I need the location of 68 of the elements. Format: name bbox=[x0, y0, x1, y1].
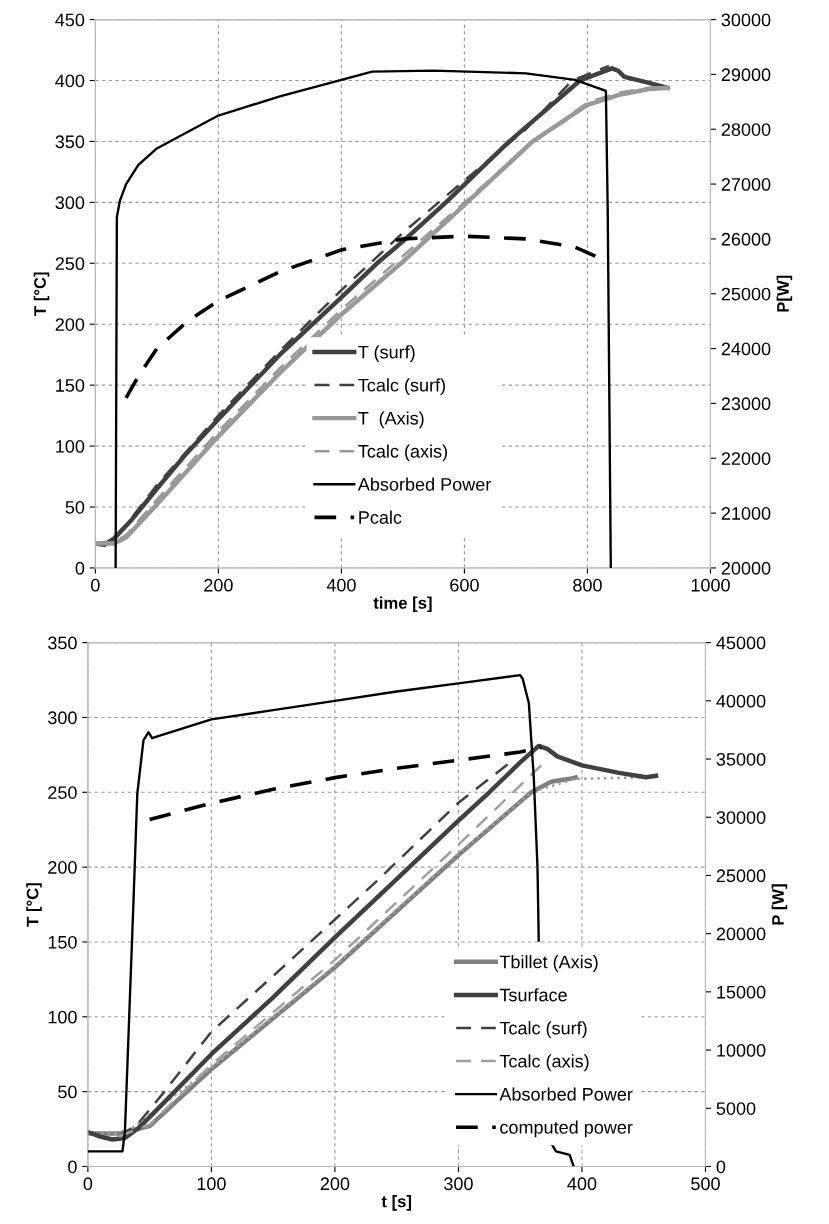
y2-tick-label: 22000 bbox=[721, 452, 771, 465]
y-tick-label: 150 bbox=[48, 935, 77, 949]
legend-label: Tbillet (Axis) bbox=[499, 955, 598, 972]
y-tick-label: 0 bbox=[75, 561, 85, 575]
y-tick-label: 400 bbox=[55, 74, 85, 88]
y-tick-label: 200 bbox=[48, 861, 77, 874]
y2-tick-label: 25000 bbox=[721, 287, 771, 301]
y2-tick-label: 15000 bbox=[717, 985, 766, 999]
legend-label: Tsurface bbox=[499, 988, 567, 1002]
y2-tick-label: 23000 bbox=[721, 397, 771, 411]
x-tick-label: 200 bbox=[204, 578, 233, 592]
x-tick-label: 100 bbox=[197, 1177, 226, 1191]
y-tick-label: 0 bbox=[68, 1160, 77, 1174]
legend-label: Tcalc (axis) bbox=[358, 444, 447, 462]
y2-tick-label: 25000 bbox=[716, 869, 766, 883]
y-tick-label: 350 bbox=[55, 135, 85, 149]
y-axis-title: T [°C] bbox=[33, 272, 50, 316]
legend-label: T (surf) bbox=[358, 345, 415, 363]
y-tick-label: 50 bbox=[58, 1085, 77, 1099]
y2-axis-title: P [W] bbox=[771, 884, 788, 925]
legend-label: Tcalc (surf) bbox=[499, 1021, 587, 1039]
y-tick-label: 200 bbox=[55, 318, 85, 331]
y2-tick-label: 20000 bbox=[716, 927, 766, 941]
y-tick-label: 350 bbox=[48, 636, 77, 650]
y-tick-label: 100 bbox=[56, 440, 85, 453]
x-tick-label: 200 bbox=[320, 1177, 350, 1191]
x-tick-label: 600 bbox=[450, 578, 479, 592]
y2-tick-label: 26000 bbox=[721, 232, 771, 246]
y2-tick-label: 30000 bbox=[716, 811, 766, 824]
x-tick-label: 1000 bbox=[691, 578, 730, 592]
legend-label: Tcalc (axis) bbox=[499, 1054, 589, 1072]
y-tick-label: 100 bbox=[48, 1010, 77, 1024]
legend-label: Absorbed Power bbox=[357, 477, 492, 491]
legend-label: Pcalc bbox=[359, 510, 402, 524]
y2-tick-label: 5000 bbox=[716, 1102, 756, 1115]
y2-axis-title: P[W] bbox=[776, 275, 793, 312]
x-tick-label: 400 bbox=[567, 1177, 597, 1191]
legend-label: Absorbed Power bbox=[499, 1087, 633, 1101]
x-axis-title: time [s] bbox=[373, 596, 432, 613]
x-tick-label: 800 bbox=[573, 578, 602, 592]
y-tick-label: 300 bbox=[48, 711, 77, 725]
y-tick-label: 450 bbox=[55, 13, 85, 27]
x-tick-label: 0 bbox=[91, 578, 100, 592]
x-tick-label: 400 bbox=[326, 578, 356, 592]
y-tick-label: 300 bbox=[55, 196, 85, 210]
y2-tick-label: 27000 bbox=[721, 178, 771, 191]
legend-label: T (Axis) bbox=[358, 411, 424, 429]
legend-label: computed power bbox=[500, 1120, 633, 1138]
x-tick-label: 500 bbox=[691, 1177, 720, 1191]
y2-tick-label: 21000 bbox=[721, 507, 771, 520]
y2-tick-label: 40000 bbox=[716, 694, 766, 708]
y-axis-title: T [°C] bbox=[26, 883, 42, 927]
y2-tick-label: 10000 bbox=[717, 1043, 766, 1057]
x-tick-label: 300 bbox=[444, 1177, 473, 1191]
x-axis-title: t [s] bbox=[381, 1195, 412, 1211]
y2-tick-label: 24000 bbox=[721, 342, 771, 356]
y-tick-label: 250 bbox=[48, 786, 77, 799]
legend-label: Tcalc (surf) bbox=[358, 378, 445, 396]
y2-tick-label: 29000 bbox=[721, 68, 771, 82]
y2-tick-label: 28000 bbox=[721, 123, 771, 136]
y-tick-label: 50 bbox=[65, 500, 85, 514]
y2-tick-label: 45000 bbox=[716, 636, 766, 650]
y2-tick-label: 20000 bbox=[721, 561, 771, 575]
y-tick-label: 150 bbox=[56, 379, 85, 392]
y2-tick-label: 30000 bbox=[721, 13, 771, 27]
y2-tick-label: 35000 bbox=[716, 752, 766, 766]
y-tick-label: 250 bbox=[55, 257, 85, 271]
y2-tick-label: 0 bbox=[716, 1160, 726, 1174]
